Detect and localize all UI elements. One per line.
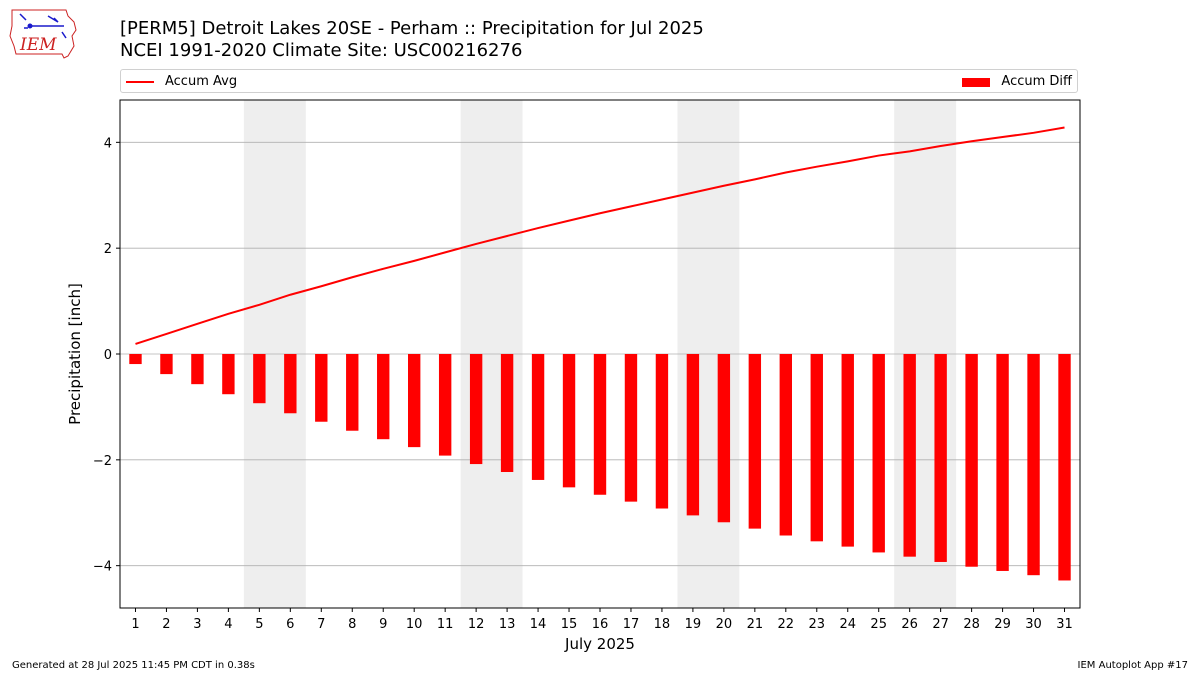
bar-accum-diff (810, 354, 823, 542)
x-tick-label: 20 (716, 617, 733, 632)
bar-accum-diff (996, 354, 1009, 571)
x-tick-label: 16 (592, 617, 609, 632)
x-tick-label: 15 (561, 617, 578, 632)
x-tick-label: 17 (623, 617, 640, 632)
x-tick-label: 11 (437, 617, 454, 632)
x-tick-label: 24 (839, 617, 856, 632)
bar-accum-diff (841, 354, 854, 547)
legend-label-accum-avg: Accum Avg (165, 74, 238, 89)
legend-bar-swatch (962, 77, 991, 87)
x-tick-label: 2 (162, 617, 170, 632)
x-tick-label: 3 (193, 617, 201, 632)
bar-accum-diff (346, 354, 359, 431)
bar-accum-diff (593, 354, 607, 495)
x-tick-label: 26 (901, 617, 918, 632)
y-tick-label: −4 (93, 560, 112, 575)
bar-accum-diff (717, 354, 731, 523)
bar-accum-diff (500, 354, 514, 473)
x-tick-label: 7 (317, 617, 325, 632)
y-tick-label: 0 (104, 348, 112, 363)
x-tick-label: 31 (1056, 617, 1073, 632)
x-axis-label: July 2025 (564, 635, 635, 653)
x-tick-label: 14 (530, 617, 547, 632)
bar-accum-diff (1027, 354, 1040, 576)
bar-accum-diff (903, 354, 916, 557)
y-tick-label: 4 (104, 136, 112, 151)
bar-accum-diff (191, 354, 204, 385)
bar-accum-diff (408, 354, 421, 448)
bar-accum-diff (624, 354, 638, 502)
x-tick-label: 23 (809, 617, 826, 632)
logo-lettering: IEM (19, 35, 57, 55)
x-tick-label: 9 (379, 617, 387, 632)
bar-accum-diff (965, 354, 978, 567)
bar-accum-diff (315, 354, 328, 422)
bar-accum-diff (160, 354, 173, 375)
bar-accum-diff (934, 354, 947, 562)
legend: Accum Avg Accum Diff (120, 69, 1078, 93)
bar-accum-diff (253, 354, 266, 404)
x-tick-label: 4 (224, 617, 232, 632)
x-tick-label: 29 (994, 617, 1011, 632)
x-tick-label: 22 (778, 617, 795, 632)
y-axis-label: Precipitation [inch] (66, 283, 84, 425)
bar-accum-diff (872, 354, 885, 553)
bar-accum-diff (222, 354, 235, 395)
bar-accum-diff (1058, 354, 1071, 581)
x-tick-label: 27 (932, 617, 949, 632)
title-line-2: NCEI 1991-2020 Climate Site: USC00216276 (120, 40, 523, 61)
iem-logo: IEM (9, 9, 77, 59)
x-tick-label: 6 (286, 617, 294, 632)
x-tick-label: 30 (1025, 617, 1042, 632)
legend-label-accum-diff: Accum Diff (1001, 74, 1072, 89)
x-tick-label: 13 (499, 617, 516, 632)
bar-accum-diff (469, 354, 483, 465)
x-tick-label: 18 (654, 617, 671, 632)
x-tick-label: 25 (870, 617, 887, 632)
y-tick-label: −2 (93, 454, 112, 469)
bar-accum-diff (284, 354, 297, 414)
bar-accum-diff (779, 354, 792, 536)
x-tick-label: 10 (406, 617, 423, 632)
bar-accum-diff (377, 354, 390, 440)
chart-title: [PERM5] Detroit Lakes 20SE - Perham :: P… (120, 18, 704, 62)
title-line-1: [PERM5] Detroit Lakes 20SE - Perham :: P… (120, 18, 704, 39)
legend-item-accum-avg: Accum Avg (126, 74, 237, 90)
weather-vane-icon (19, 13, 67, 39)
x-tick-label: 21 (747, 617, 764, 632)
y-tick-label: 2 (104, 242, 112, 257)
footer-generated: Generated at 28 Jul 2025 11:45 PM CDT in… (12, 660, 255, 671)
line-accum-avg (135, 126, 1065, 345)
bar-accum-diff (748, 354, 762, 529)
x-tick-label: 5 (255, 617, 263, 632)
bar-accum-diff (129, 354, 142, 365)
x-tick-label: 12 (468, 617, 485, 632)
x-tick-label: 28 (963, 617, 980, 632)
bar-accum-diff (438, 354, 452, 456)
iowa-outline-shape (9, 9, 77, 59)
bar-accum-diff (531, 354, 545, 480)
bar-accum-diff (562, 354, 576, 488)
legend-line-swatch (126, 81, 154, 83)
x-tick-label: 1 (131, 617, 139, 632)
x-tick-label: 8 (348, 617, 356, 632)
x-tick-label: 19 (685, 617, 702, 632)
legend-item-accum-diff: Accum Diff (962, 74, 1072, 90)
footer-app: IEM Autoplot App #17 (1077, 660, 1188, 671)
bar-accum-diff (686, 354, 700, 516)
bar-accum-diff (655, 354, 669, 509)
